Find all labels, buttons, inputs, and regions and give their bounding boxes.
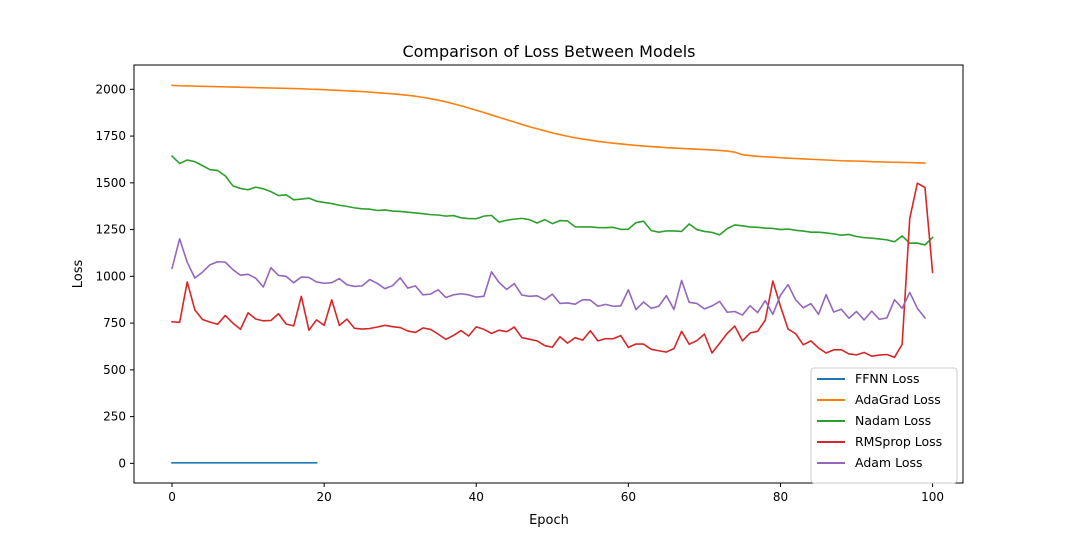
y-tick-label: 0 [118, 456, 126, 470]
x-tick-label: 80 [773, 490, 788, 504]
x-tick-label: 20 [316, 490, 331, 504]
legend-label-0: FFNN Loss [855, 371, 919, 386]
series-line-4 [171, 238, 927, 321]
series-line-1 [171, 84, 926, 164]
x-tick-label: 40 [469, 490, 484, 504]
series-line-3 [171, 182, 934, 359]
x-tick-label: 60 [621, 490, 636, 504]
y-axis-ticks: 0 250 500 750 1000 1250 1500 1750 2000 [95, 82, 134, 470]
y-tick-label: 2000 [95, 82, 126, 96]
y-tick-label: 250 [103, 410, 126, 424]
x-axis-label: Epoch [529, 513, 569, 528]
legend-label-3: RMSprop Loss [855, 434, 942, 449]
x-axis-ticks: 0 20 40 60 80 100 [168, 483, 944, 504]
y-tick-label: 1500 [95, 176, 126, 190]
y-tick-label: 500 [103, 363, 126, 377]
legend-label-1: AdaGrad Loss [855, 392, 941, 407]
plot-area-frame [133, 64, 964, 484]
series-layer [170, 84, 934, 464]
y-axis-label: Loss [71, 260, 86, 289]
y-tick-label: 1750 [95, 129, 126, 143]
legend-label-4: Adam Loss [855, 455, 923, 470]
chart-title: Comparison of Loss Between Models [402, 42, 695, 61]
x-tick-label: 0 [168, 490, 176, 504]
legend-label-2: Nadam Loss [855, 413, 931, 428]
legend: FFNN Loss AdaGrad Loss Nadam Loss RMSprop L… [810, 367, 958, 484]
x-tick-label: 100 [921, 490, 944, 504]
series-line-2 [170, 154, 934, 246]
y-tick-label: 1000 [95, 269, 126, 283]
y-tick-label: 750 [103, 316, 126, 330]
y-tick-label: 1250 [95, 223, 126, 237]
legend-box [810, 367, 958, 484]
